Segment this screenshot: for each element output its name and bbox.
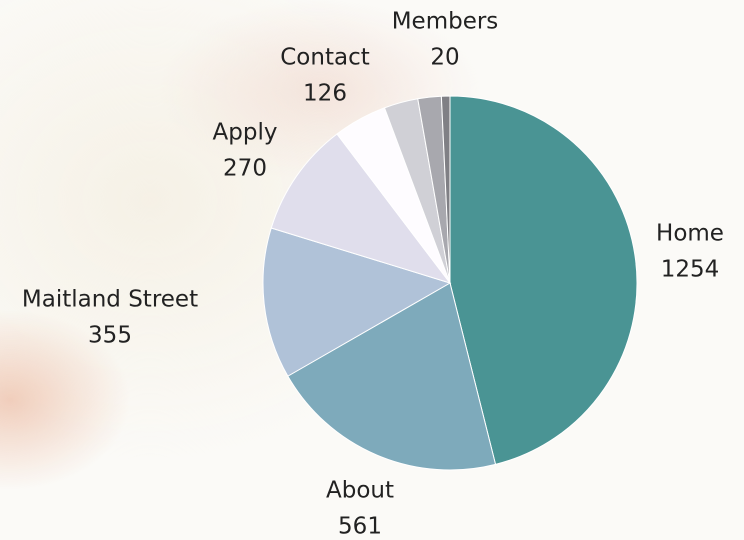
slice-value: 270	[223, 156, 267, 182]
pie-slice	[287, 282, 497, 471]
slice-label: About	[326, 478, 394, 504]
pie-slice	[449, 95, 638, 465]
slice-label: Contact	[280, 45, 369, 71]
slice-label: Home	[656, 221, 724, 247]
slice-label: Maitland Street	[22, 287, 198, 313]
slice-label: Apply	[213, 120, 278, 146]
slice-value: 561	[338, 514, 382, 540]
slice-value: 20	[430, 45, 459, 71]
slice-value: 355	[88, 323, 132, 349]
pie-slice	[262, 227, 452, 377]
slice-label: Members	[392, 9, 499, 35]
slice-value: 126	[303, 81, 347, 107]
pie-slice	[440, 95, 451, 284]
pie-slice	[270, 133, 452, 284]
slice-value: 1254	[661, 257, 720, 283]
